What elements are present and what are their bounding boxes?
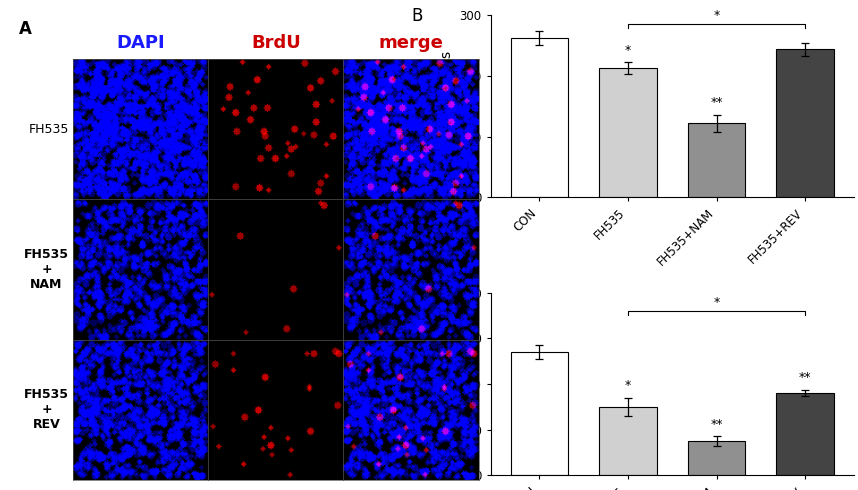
Bar [776, 393, 834, 475]
Text: *: * [713, 296, 720, 309]
Text: DAPI: DAPI [116, 34, 165, 52]
Text: **: ** [799, 371, 812, 384]
Text: merge: merge [378, 34, 444, 52]
Text: FH535: FH535 [28, 122, 69, 136]
Text: **: ** [710, 418, 722, 431]
Y-axis label: Number of Cells: Number of Cells [440, 50, 454, 162]
Text: B: B [411, 7, 422, 25]
Bar [688, 441, 746, 475]
Text: BrdU: BrdU [251, 34, 300, 52]
Bar [511, 352, 568, 475]
Text: A: A [19, 21, 33, 38]
Text: **: ** [710, 96, 722, 109]
Bar [599, 68, 656, 197]
Y-axis label: BrdU-positive cells(%): BrdU-positive cells(%) [447, 307, 462, 460]
Text: C: C [411, 285, 422, 303]
Text: FH535
+
NAM: FH535 + NAM [24, 248, 69, 291]
Text: *: * [625, 44, 631, 57]
Text: *: * [713, 9, 720, 22]
Bar [511, 38, 568, 197]
Bar [599, 407, 656, 475]
Bar [688, 123, 746, 197]
Text: FH535
+
REV: FH535 + REV [24, 389, 69, 432]
Bar [776, 49, 834, 197]
Text: *: * [625, 379, 631, 392]
